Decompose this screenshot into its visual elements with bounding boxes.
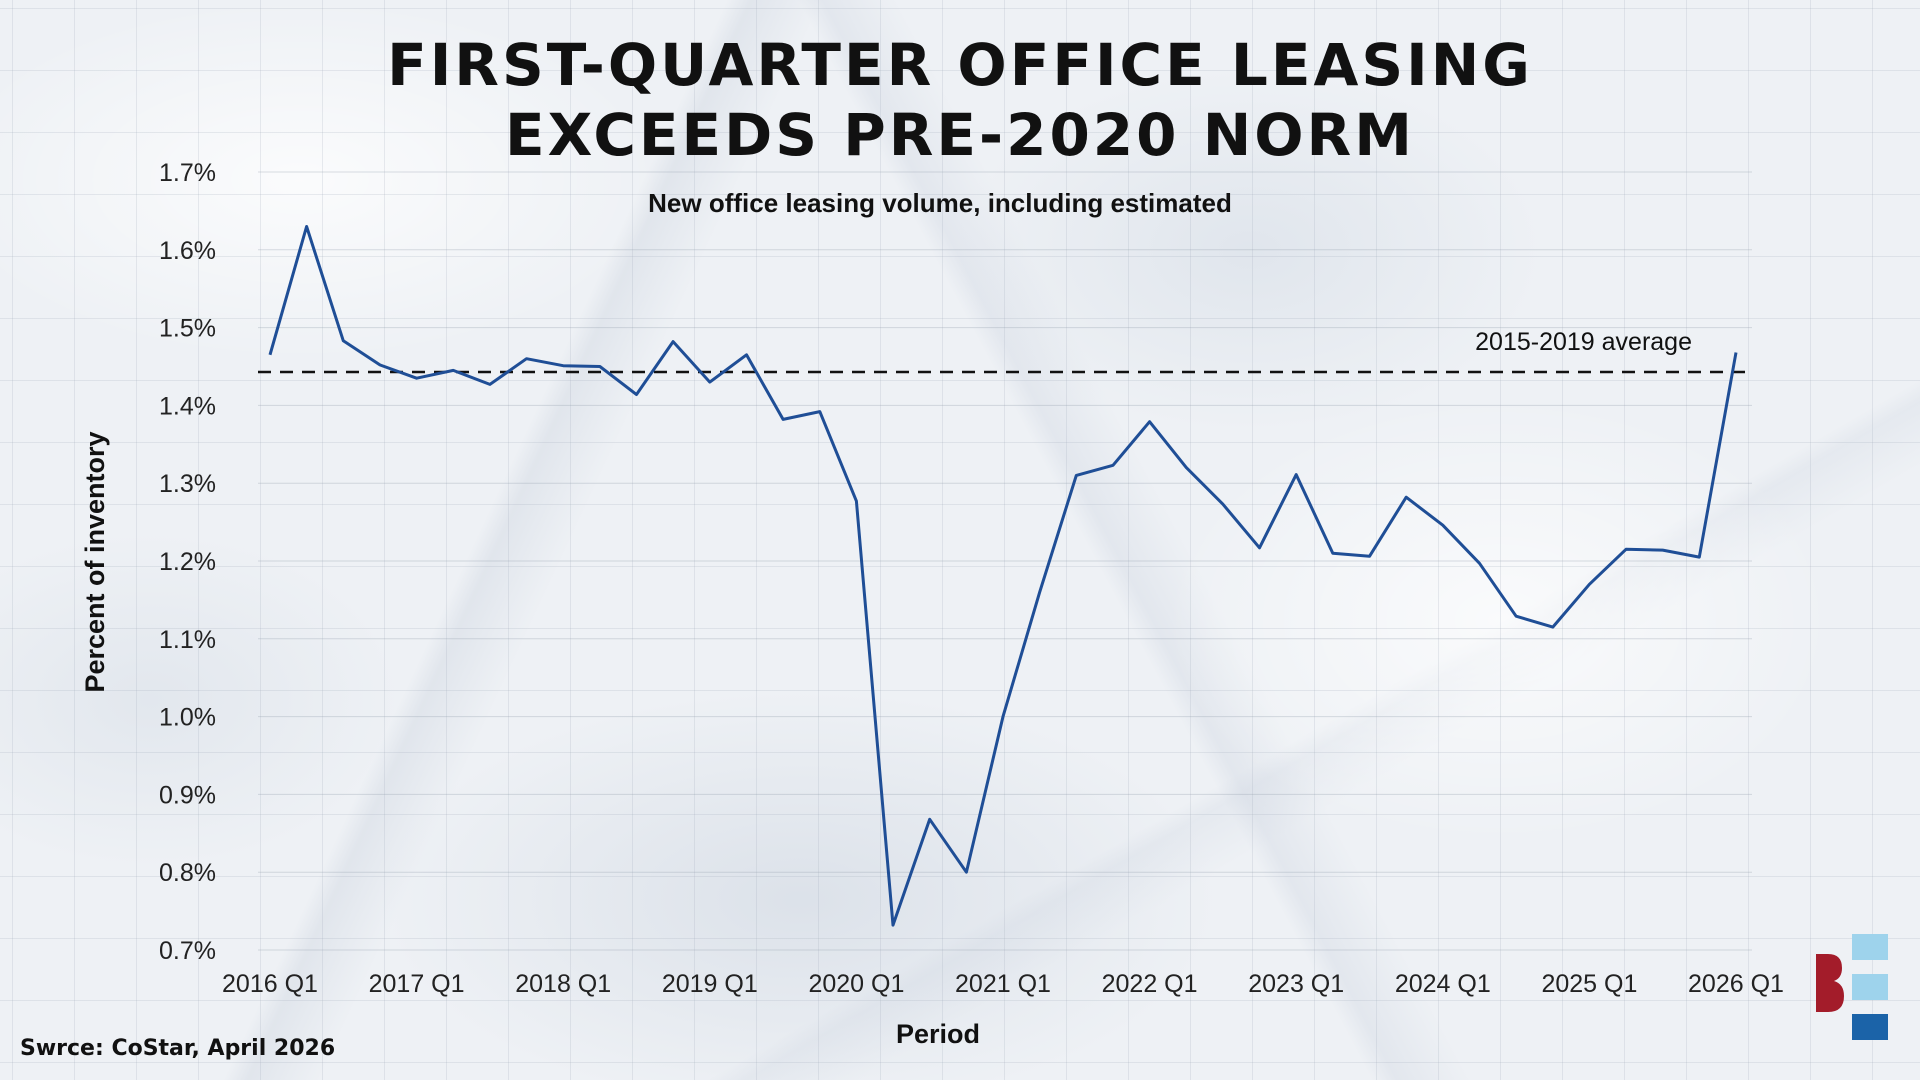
x-tick-label: 2020 Q1 (808, 970, 904, 998)
logo-top-bar (1852, 934, 1888, 960)
y-axis-title: Percent of inventory (80, 431, 110, 692)
y-tick-label: 1.5% (159, 315, 216, 343)
y-axis-tick-labels: 0.7% 0.8% 0.9% 1.0% 1.1% 1.2% 1.3% 1.4% 1.5% 1.6%… (159, 159, 216, 965)
chart-title-line-2: Exceeds Pre-2020 Norm (505, 101, 1415, 169)
y-tick-label: 1.4% (159, 392, 216, 420)
chart-title: First-Quarter Office Leasing Exceeds Pre… (0, 30, 1920, 170)
source-note: Swrce: CoStar, April 2026 (20, 1036, 336, 1061)
x-tick-label: 2016 Q1 (222, 970, 318, 998)
y-tick-label: 0.9% (159, 781, 216, 809)
x-tick-label: 2025 Q1 (1541, 970, 1637, 998)
x-axis-tick-labels: 2016 Q1 2017 Q1 2018 Q1 2019 Q1 2020 Q1 2021 … (222, 970, 1784, 998)
gridlines (258, 171, 1752, 951)
y-tick-label: 1.2% (159, 548, 216, 576)
reference-line-label: 2015-2019 average (1475, 328, 1692, 356)
x-tick-label: 2024 Q1 (1395, 970, 1491, 998)
x-tick-label: 2023 Q1 (1248, 970, 1344, 998)
x-tick-label: 2026 Q1 (1688, 970, 1784, 998)
x-tick-label: 2021 Q1 (955, 970, 1051, 998)
y-tick-label: 1.0% (159, 704, 216, 732)
chart-title-line-1: First-Quarter Office Leasing (387, 31, 1533, 99)
series-line (268, 225, 1738, 927)
x-tick-label: 2017 Q1 (369, 970, 465, 998)
y-tick-label: 1.3% (159, 470, 216, 498)
brand-logo-icon (1816, 934, 1888, 1040)
chart-subtitle: New office leasing volume, including est… (648, 188, 1232, 218)
y-tick-label: 0.8% (159, 859, 216, 887)
x-tick-label: 2018 Q1 (515, 970, 611, 998)
y-tick-label: 1.1% (159, 626, 216, 654)
logo-middle-bar (1852, 974, 1888, 1000)
y-tick-label: 0.7% (159, 937, 216, 965)
x-tick-label: 2022 Q1 (1102, 970, 1198, 998)
y-tick-label: 1.6% (159, 237, 216, 265)
x-axis-title: Period (896, 1019, 980, 1049)
logo-b-shape (1816, 954, 1844, 1012)
logo-bottom-bar (1852, 1014, 1888, 1040)
x-tick-label: 2019 Q1 (662, 970, 758, 998)
y-tick-label: 1.7% (159, 159, 216, 187)
